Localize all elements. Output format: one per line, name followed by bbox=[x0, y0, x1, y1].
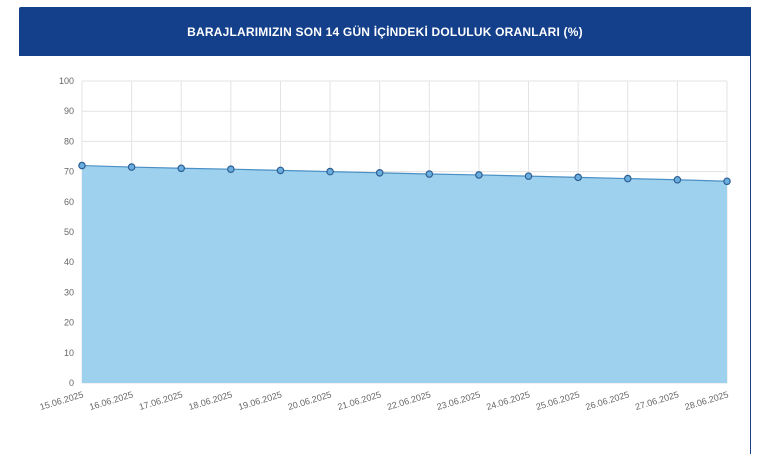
y-tick-label: 100 bbox=[59, 76, 74, 86]
data-point bbox=[673, 175, 682, 184]
x-tick-label: 26.06.2025 bbox=[584, 389, 630, 412]
y-tick-label: 80 bbox=[64, 136, 74, 146]
data-point bbox=[375, 169, 384, 177]
x-tick-label: 15.06.2025 bbox=[39, 389, 85, 412]
x-tick-label: 17.06.2025 bbox=[138, 389, 184, 412]
chart-title: BARAJLARIMIZIN SON 14 GÜN İÇİNDEKİ DOLUL… bbox=[187, 24, 583, 39]
data-point bbox=[425, 170, 434, 178]
y-tick-label: 30 bbox=[64, 287, 74, 297]
data-point bbox=[227, 165, 235, 173]
y-tick-label: 0 bbox=[69, 378, 74, 388]
y-tick-label: 90 bbox=[64, 106, 74, 116]
y-tick-label: 10 bbox=[64, 348, 74, 358]
x-tick-label: 16.06.2025 bbox=[88, 389, 134, 412]
data-point bbox=[574, 173, 582, 182]
data-point bbox=[177, 164, 186, 173]
y-tick-label: 50 bbox=[64, 227, 74, 237]
x-tick-label: 24.06.2025 bbox=[485, 389, 531, 412]
x-tick-label: 22.06.2025 bbox=[386, 389, 432, 412]
x-tick-label: 19.06.2025 bbox=[237, 389, 283, 412]
data-point bbox=[475, 171, 483, 179]
data-point bbox=[78, 161, 86, 170]
y-tick-label: 60 bbox=[64, 197, 74, 207]
series-area bbox=[82, 165, 727, 383]
x-tick-label: 21.06.2025 bbox=[336, 389, 382, 412]
y-tick-label: 70 bbox=[64, 167, 74, 177]
x-tick-label: 18.06.2025 bbox=[187, 389, 233, 412]
y-tick-label: 40 bbox=[64, 257, 74, 267]
chart-panel: BARAJLARIMIZIN SON 14 GÜN İÇİNDEKİ DOLUL… bbox=[19, 7, 751, 454]
y-tick-label: 20 bbox=[64, 318, 74, 328]
data-point bbox=[723, 177, 731, 186]
data-point bbox=[276, 166, 285, 175]
x-tick-label: 25.06.2025 bbox=[535, 389, 581, 412]
x-tick-label: 28.06.2025 bbox=[684, 389, 730, 412]
x-tick-label: 23.06.2025 bbox=[436, 389, 482, 412]
x-tick-label: 20.06.2025 bbox=[287, 389, 333, 412]
data-point bbox=[524, 172, 533, 180]
x-tick-label: 27.06.2025 bbox=[634, 389, 680, 412]
data-point bbox=[127, 163, 136, 171]
chart-title-bar: BARAJLARIMIZIN SON 14 GÜN İÇİNDEKİ DOLUL… bbox=[19, 7, 751, 56]
data-point bbox=[623, 174, 632, 183]
series-line bbox=[81, 164, 728, 182]
data-point bbox=[326, 167, 334, 176]
